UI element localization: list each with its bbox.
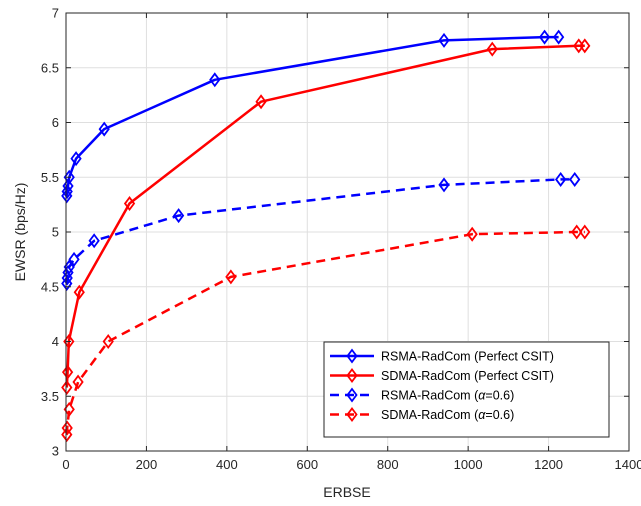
data-point — [538, 29, 551, 45]
x-tick-label: 600 — [296, 457, 318, 472]
data-point — [61, 420, 73, 436]
data-point — [72, 374, 84, 390]
data-point — [61, 364, 74, 380]
y-tick-label: 4 — [52, 334, 59, 349]
y-tick-label: 4.5 — [41, 279, 59, 294]
legend-entry-3: RSMA-RadCom (α=0.6) — [330, 387, 514, 403]
x-axis-label: ERBSE — [323, 484, 370, 500]
series-2 — [61, 38, 591, 395]
series-layer — [61, 29, 591, 443]
series-line — [65, 35, 559, 197]
data-point — [61, 379, 73, 395]
data-point — [438, 32, 450, 48]
data-point — [555, 171, 567, 187]
legend-label: SDMA-RadCom (Perfect CSIT) — [381, 369, 554, 383]
data-point — [553, 29, 565, 45]
series-1 — [61, 29, 565, 204]
series-line — [65, 230, 585, 435]
legend-entry-4: SDMA-RadCom (α=0.6) — [330, 407, 514, 422]
y-tick-label: 5.5 — [41, 170, 59, 185]
legend-marker — [346, 407, 358, 422]
legend: RSMA-RadCom (Perfect CSIT) SDMA-RadCom (P… — [323, 341, 610, 438]
x-tick-label: 1000 — [454, 457, 483, 472]
x-tick-label: 1200 — [534, 457, 563, 472]
y-tick-label: 6 — [52, 115, 59, 130]
data-point — [172, 208, 185, 224]
legend-label: SDMA-RadCom (α=0.6) — [381, 408, 514, 422]
x-tick-label: 200 — [136, 457, 158, 472]
data-point — [486, 41, 498, 57]
legend-marker — [346, 368, 358, 383]
legend-label: RSMA-RadCom (α=0.6) — [381, 389, 514, 403]
data-point — [225, 269, 237, 285]
data-point — [123, 196, 136, 212]
data-point — [62, 178, 74, 194]
data-point — [569, 171, 581, 187]
data-point — [98, 121, 110, 137]
data-point — [88, 233, 100, 249]
x-tick-label: 0 — [62, 457, 69, 472]
data-point — [102, 334, 114, 349]
series-3 — [61, 171, 581, 291]
data-point — [70, 151, 82, 167]
legend-entry-2: SDMA-RadCom (Perfect CSIT) — [330, 368, 554, 383]
axes-ticks — [65, 12, 630, 452]
data-point — [255, 94, 267, 110]
y-tick-label: 5 — [52, 225, 59, 240]
data-point — [68, 251, 80, 267]
legend-marker — [346, 387, 358, 403]
data-point — [438, 177, 450, 193]
legend-entry-1: RSMA-RadCom (Perfect CSIT) — [330, 348, 554, 364]
y-axis-label: EWSR (bps/Hz) — [12, 183, 28, 282]
data-point — [466, 226, 478, 242]
data-point — [571, 224, 583, 240]
series-line — [65, 178, 575, 284]
x-tick-label: 800 — [377, 457, 399, 472]
series-4 — [61, 224, 591, 443]
legend-marker — [346, 348, 358, 364]
y-tick-label: 3 — [52, 444, 59, 459]
x-tick-label: 400 — [216, 457, 238, 472]
tick-labels: 0 200 400 600 800 1000 1200 1400 3 3.5 4 4.5 5 5.5 6 6.… — [41, 6, 641, 473]
legend-box — [323, 341, 610, 438]
y-tick-label: 7 — [52, 6, 59, 21]
data-point — [73, 284, 85, 300]
y-tick-label: 3.5 — [41, 389, 59, 404]
y-tick-label: 6.5 — [41, 60, 59, 75]
data-point — [579, 224, 591, 240]
data-point — [61, 427, 73, 443]
x-tick-label: 1400 — [615, 457, 641, 472]
legend-label: RSMA-RadCom (Perfect CSIT) — [381, 350, 554, 364]
data-point — [209, 72, 221, 88]
series-line — [65, 44, 585, 388]
data-point — [579, 38, 591, 54]
